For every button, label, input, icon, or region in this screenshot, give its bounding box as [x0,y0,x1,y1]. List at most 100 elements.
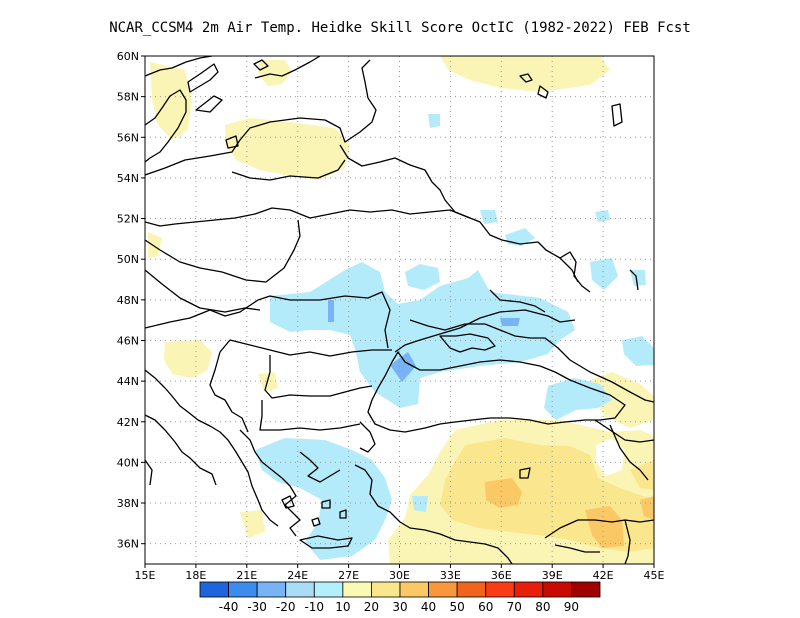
colorbar-swatch [428,581,458,598]
longitude-label: 27E [338,569,359,582]
skill-negative-region [328,300,334,322]
skill-positive-region [258,60,292,86]
colorbar-swatch [371,581,401,598]
colorbar-label: 10 [335,600,350,614]
latitude-label: 48N [117,294,139,307]
island [299,535,353,549]
skill-negative-region [412,496,428,512]
border [394,309,576,353]
latitude-label: 38N [117,497,139,510]
border [229,339,392,357]
longitude-label: 42E [593,569,614,582]
latitude-label: 58N [117,91,139,104]
border [609,424,649,481]
border [231,159,346,181]
border [359,421,376,453]
island [225,135,239,149]
latitude-label: 46N [117,334,139,347]
skill-negative-region [505,228,535,246]
island [195,95,223,113]
coastlines-and-borders [145,56,654,564]
latitude-label: 52N [117,213,139,226]
coastline [554,544,600,553]
skill-positive-region [585,506,624,548]
island [311,517,321,527]
skill-negative-region [480,210,498,224]
coastline [145,459,153,486]
coastline [145,59,377,176]
longitude-label: 33E [440,569,461,582]
coastline [145,369,279,527]
border [259,400,361,431]
latitude-label: 42N [117,416,139,429]
skill-positive-region [148,232,162,258]
colorbar-label: -40 [219,600,239,614]
coastline [519,73,533,83]
colorbar-label: 80 [535,600,550,614]
colorbar-swatch [399,581,429,598]
longitude-label: 21E [236,569,257,582]
colorbar-swatch [571,581,601,598]
border [624,519,631,564]
island [339,509,347,519]
island [253,59,269,71]
coastline [145,56,213,77]
colorbar-label: 60 [478,600,493,614]
skill-positive-region [640,496,654,520]
colorbar-label: -10 [304,600,324,614]
border [594,419,654,443]
coastline [367,351,626,433]
colorbar-label: 70 [507,600,522,614]
border [544,519,654,539]
skill-positive-region [440,56,610,92]
coastline [261,461,301,537]
skill-negative-region [595,210,610,222]
border [209,339,249,433]
border [264,355,373,399]
skill-positive-region [240,510,265,538]
latitude-label: 56N [117,131,139,144]
border [145,219,301,283]
border [489,289,546,313]
border [559,251,591,293]
longitude-label: 39E [542,569,563,582]
skill-positive-region [225,118,350,180]
border [239,429,263,463]
border [145,291,391,349]
colorbar-label: 30 [392,600,407,614]
colorbar-swatch [285,581,315,598]
latitude-label: 54N [117,172,139,185]
colorbar-label: -20 [276,600,296,614]
island [321,499,331,509]
colorbar-swatch [456,581,487,598]
longitude-tick-labels: 15E 18E 21E 24E 27E 30E 33E 36E 39E 42E 45E [135,564,665,582]
colorbar-label: 50 [450,600,465,614]
skill-negative-region [390,352,416,382]
latitude-tick-labels: 60N 58N 56N 54N 52N 50N 48N 46N 44N 42N 40N 38N 36N [117,50,145,551]
skill-score-shading [148,56,654,564]
coastline [254,56,321,79]
skill-negative-region [405,264,440,290]
latitude-label: 60N [117,50,139,63]
latitude-label: 50N [117,253,139,266]
colorbar-swatch [199,581,229,598]
coastline [409,319,654,403]
latitude-label: 36N [117,538,139,551]
border [629,269,639,291]
colorbar-swatch [542,581,572,598]
longitude-label: 45E [644,569,665,582]
longitude-label: 18E [185,569,206,582]
latitude-label: 44N [117,375,139,388]
coastline [299,451,341,483]
colorbar-swatch [313,581,344,598]
island [187,63,219,93]
colorbar-swatch [342,581,372,598]
border [145,269,261,313]
skill-negative-region [622,336,654,366]
skill-negative-region [590,258,618,290]
colorbar-label: 20 [364,600,379,614]
longitude-label: 30E [389,569,410,582]
skill-negative-region [500,318,520,326]
